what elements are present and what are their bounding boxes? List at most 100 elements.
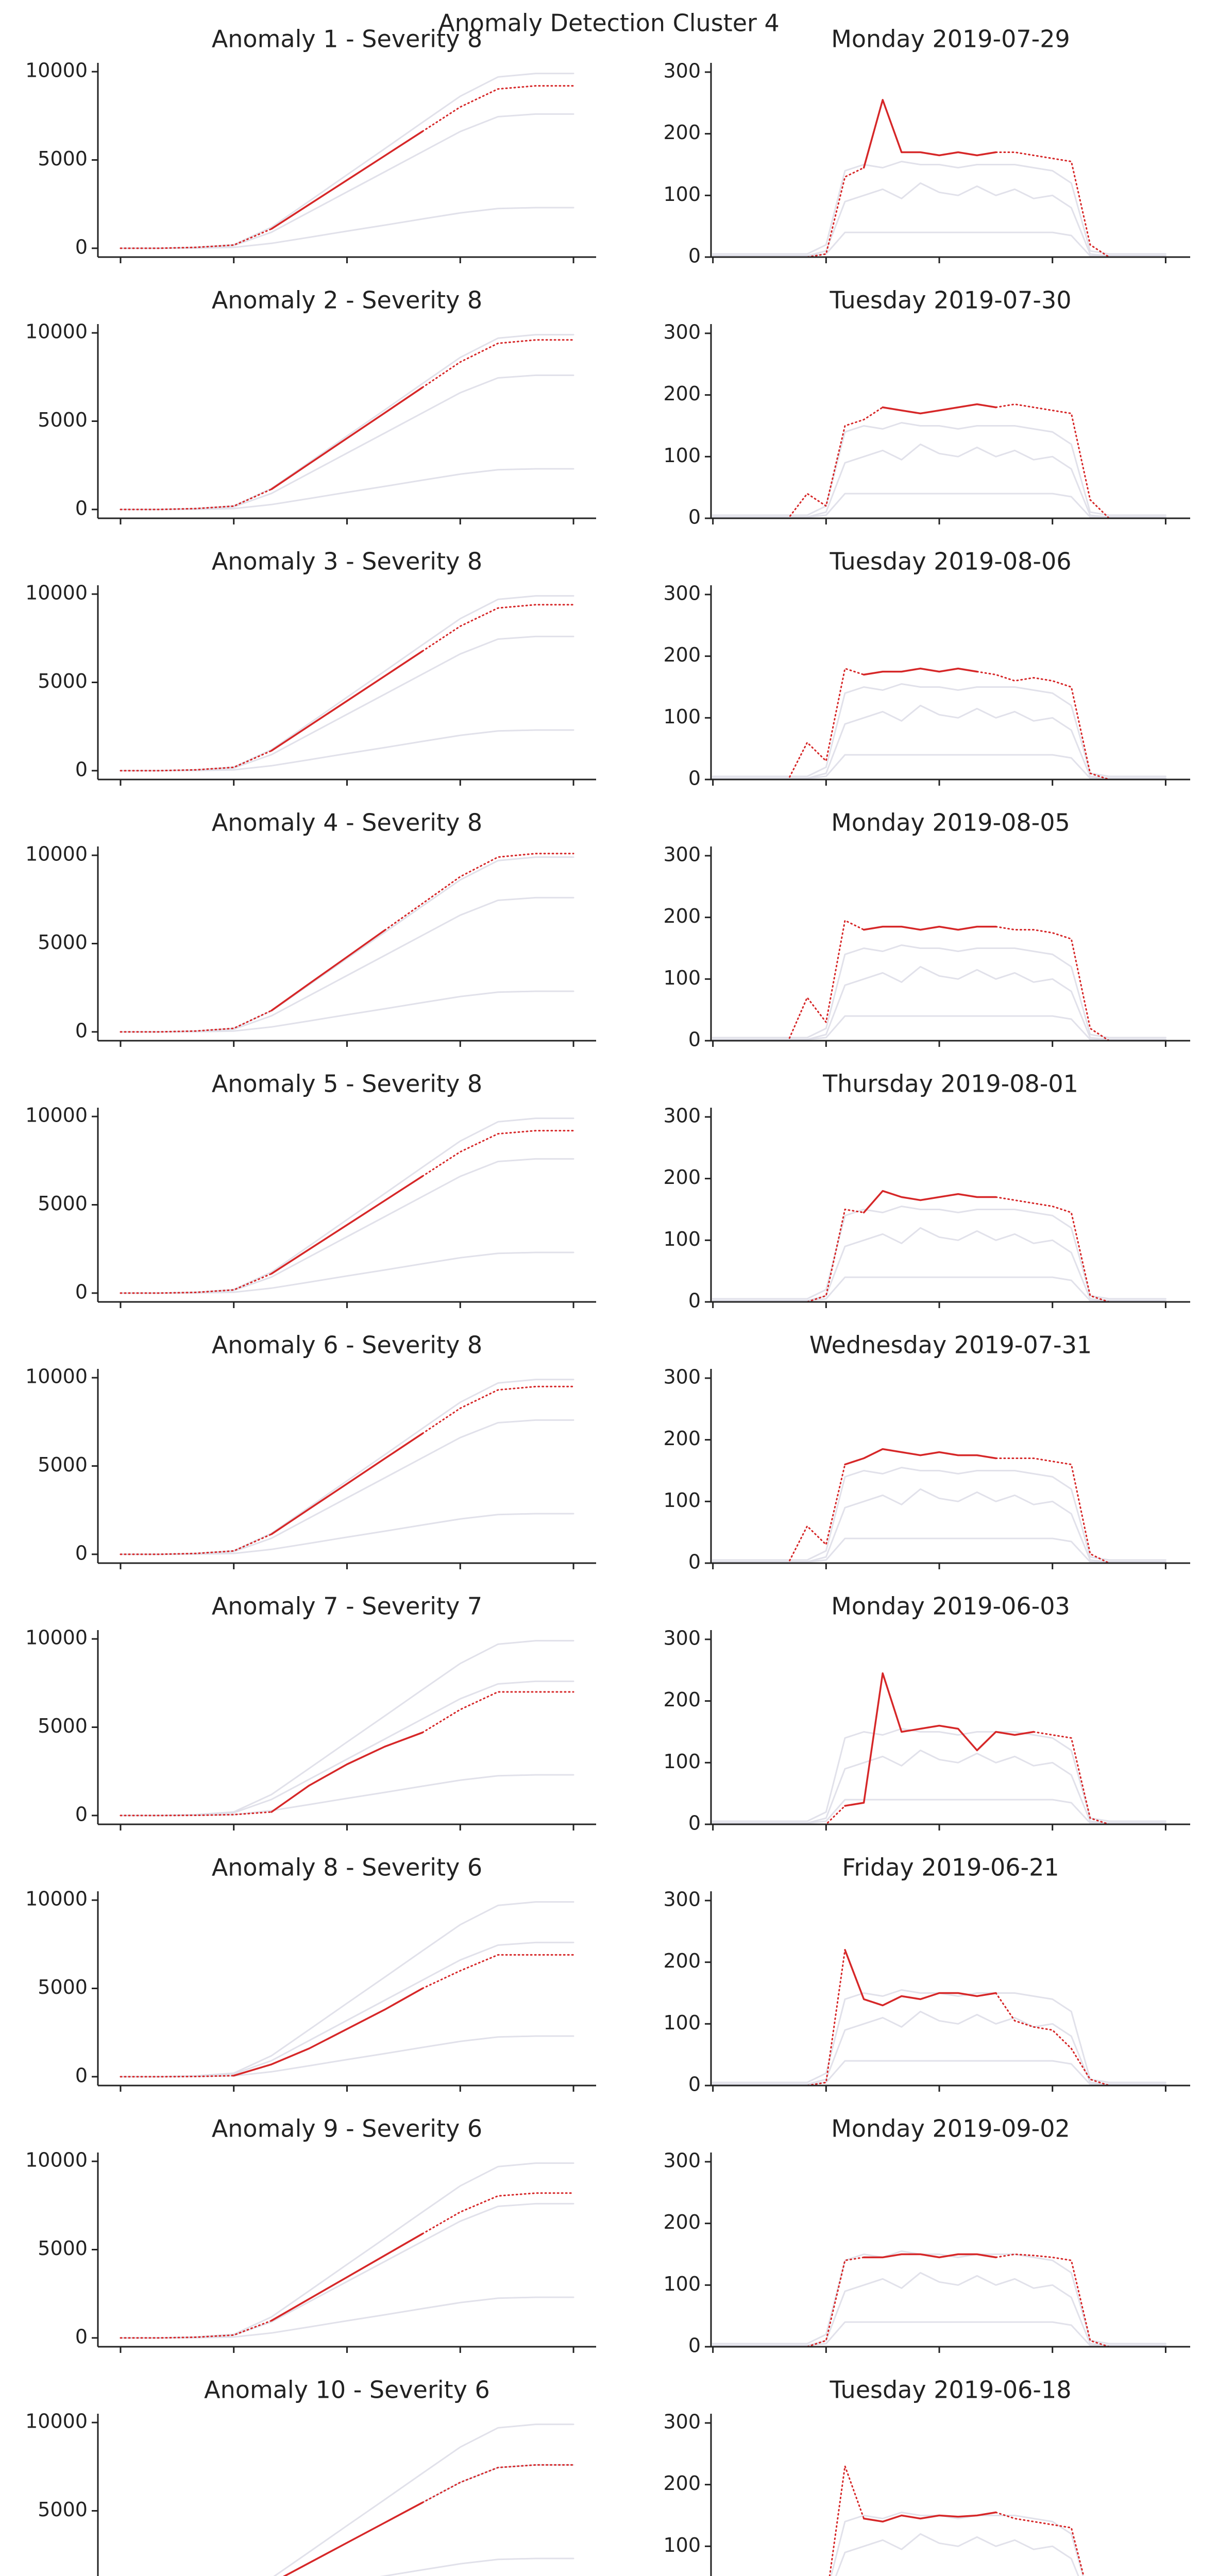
- anomaly-line: [282, 2501, 424, 2576]
- anomaly-line: [995, 1196, 1166, 1303]
- y-tick-label: 0: [75, 1280, 88, 1303]
- reference-line: [120, 856, 574, 1033]
- anomaly-line: [270, 1175, 424, 1275]
- subplot-title: Anomaly 5 - Severity 8: [212, 1070, 482, 1098]
- anomaly-line: [844, 1448, 997, 1466]
- anomaly-line: [270, 386, 424, 490]
- y-tick-label: 0: [688, 506, 701, 529]
- reference-line: [712, 1227, 1166, 1302]
- y-tick-label: 200: [663, 905, 701, 927]
- reference-line: [712, 1537, 1166, 1563]
- anomaly-line: [995, 403, 1166, 519]
- y-tick-label: 0: [75, 235, 88, 258]
- reference-line: [120, 374, 574, 511]
- reference-line: [120, 1901, 574, 2078]
- anomaly-line: [120, 488, 273, 511]
- anomaly-line: [862, 2253, 997, 2259]
- y-tick-label: 0: [75, 758, 88, 781]
- subplot-title: Monday 2019-06-03: [831, 1592, 1070, 1620]
- anomaly-line: [421, 2464, 574, 2503]
- reference-line: [120, 207, 574, 249]
- y-tick-label: 200: [663, 2472, 701, 2495]
- subplot-title: Thursday 2019-08-01: [822, 1070, 1078, 1098]
- anomaly-line: [712, 920, 865, 1042]
- y-tick-label: 0: [75, 497, 88, 519]
- reference-line: [120, 990, 574, 1033]
- anomaly-line: [270, 130, 424, 230]
- y-tick-label: 300: [663, 1626, 701, 1649]
- y-tick-label: 5000: [38, 1715, 88, 1737]
- anomaly-line: [120, 2075, 235, 2078]
- anomaly-line: [270, 2232, 424, 2322]
- y-tick-label: 100: [663, 2011, 701, 2034]
- reference-line: [712, 1749, 1166, 1824]
- reference-line: [712, 443, 1166, 518]
- y-tick-label: 0: [688, 245, 701, 267]
- y-tick-label: 300: [663, 843, 701, 866]
- y-tick-label: 10000: [25, 1365, 88, 1388]
- anomaly-line: [862, 1190, 997, 1214]
- y-tick-label: 300: [663, 1365, 701, 1388]
- y-tick-label: 300: [663, 320, 701, 343]
- anomaly-line: [862, 2511, 997, 2523]
- y-tick-label: 100: [663, 2534, 701, 2556]
- anomaly-line: [995, 1458, 1166, 1564]
- anomaly-line: [120, 750, 273, 772]
- reference-line: [712, 422, 1166, 516]
- y-tick-label: 100: [663, 1228, 701, 1250]
- reference-line: [835, 2533, 1079, 2576]
- reference-line: [712, 1488, 1166, 1563]
- reference-line: [712, 683, 1166, 777]
- y-tick-label: 100: [663, 1750, 701, 1773]
- y-tick-label: 10000: [25, 1626, 88, 1649]
- y-tick-label: 300: [663, 2410, 701, 2433]
- y-tick-label: 200: [663, 2211, 701, 2233]
- subplot-title: Anomaly 7 - Severity 7: [212, 1592, 482, 1620]
- reference-line: [712, 754, 1166, 779]
- reference-line: [380, 2557, 574, 2576]
- anomaly-line: [120, 1533, 273, 1555]
- anomaly-line: [120, 1273, 273, 1294]
- figure-title: Anomaly Detection Cluster 4: [438, 9, 780, 37]
- reference-line: [712, 1467, 1166, 1561]
- anomaly-line: [232, 1987, 424, 2077]
- y-tick-label: 0: [688, 1551, 701, 1573]
- subplot-title: Tuesday 2019-06-18: [829, 2376, 1071, 2404]
- anomaly-line: [862, 667, 978, 676]
- anomaly-line: [270, 1432, 424, 1535]
- y-tick-label: 300: [663, 1888, 701, 1910]
- anomaly-line: [421, 1130, 574, 1177]
- reference-line: [712, 2060, 1166, 2086]
- reference-line: [120, 635, 574, 772]
- reference-line: [712, 1989, 1166, 2083]
- y-tick-label: 0: [75, 2064, 88, 2087]
- anomaly-line: [120, 228, 273, 249]
- y-tick-label: 0: [688, 1812, 701, 1835]
- y-tick-label: 200: [663, 1688, 701, 1711]
- anomaly-line: [995, 2512, 1085, 2576]
- reference-line: [712, 1799, 1166, 1824]
- y-tick-label: 200: [663, 121, 701, 144]
- y-tick-label: 10000: [25, 1888, 88, 1910]
- anomaly-line: [270, 650, 424, 752]
- anomaly-line: [1033, 1731, 1166, 1825]
- y-tick-label: 300: [663, 582, 701, 604]
- subplot-title: Anomaly 3 - Severity 8: [212, 548, 482, 575]
- y-tick-label: 10000: [25, 320, 88, 343]
- reference-line: [120, 595, 574, 772]
- y-tick-label: 10000: [25, 1104, 88, 1127]
- y-tick-label: 100: [663, 2273, 701, 2295]
- reference-line: [120, 1117, 574, 1294]
- subplot-title: Anomaly 8 - Severity 6: [212, 1854, 482, 1882]
- y-tick-label: 5000: [38, 1976, 88, 1998]
- anomaly-line: [712, 1949, 846, 2087]
- anomaly-line: [712, 668, 865, 781]
- y-tick-label: 100: [663, 705, 701, 728]
- y-tick-label: 5000: [38, 147, 88, 170]
- anomaly-line: [120, 1811, 273, 1817]
- y-tick-label: 100: [663, 1489, 701, 1512]
- y-tick-label: 10000: [25, 2149, 88, 2172]
- reference-line: [712, 2321, 1166, 2347]
- reference-line: [120, 1251, 574, 1294]
- subplot-title: Anomaly 10 - Severity 6: [204, 2376, 490, 2404]
